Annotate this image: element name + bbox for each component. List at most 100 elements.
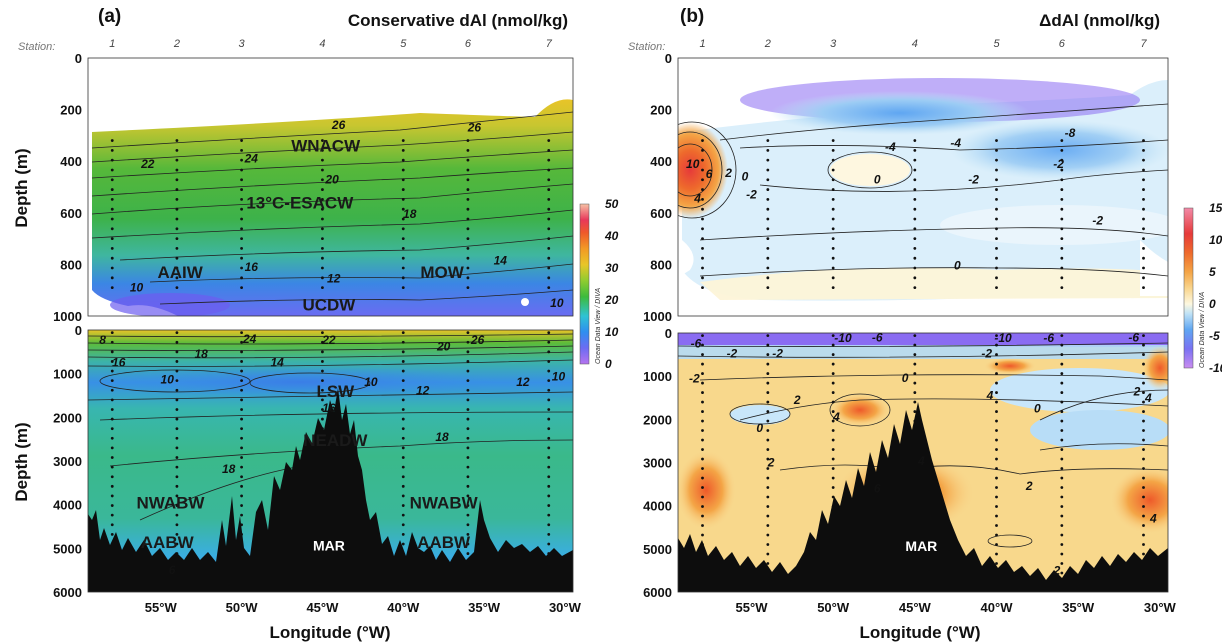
sample-dot [401,331,405,335]
sample-dot [110,331,114,335]
colorbar-tick-label: 30 [605,261,619,275]
contour-label: 4 [693,192,701,206]
contour-label: 22 [321,333,336,347]
sample-dot [1142,247,1145,250]
sample-dot [1142,476,1145,480]
sample-dot [321,360,324,363]
contour-label: 16 [322,401,336,415]
sample-dot [547,256,551,260]
sample-dot [321,276,324,280]
sample-dot [701,237,704,241]
sample-dot [1060,381,1064,385]
sample-dot [240,217,243,221]
sample-dot [240,266,243,270]
station-number: 7 [1140,38,1147,50]
sample-dot [913,400,917,404]
sample-dot [1060,372,1064,375]
contour-label: 2 [1053,563,1061,577]
contour-label: -6 [872,330,883,344]
bathymetry-b [678,402,1168,592]
contour-label: 2 [767,456,775,470]
sample-dot [547,417,551,421]
sample-dot [175,217,179,221]
sample-dot [466,523,470,527]
sample-dot [995,372,998,375]
sample-dot [766,438,770,442]
sample-dot [321,148,324,152]
sample-dot [547,475,551,479]
sample-dot [110,456,114,459]
contour-label: -6 [691,336,702,350]
sample-dot [701,197,704,201]
sample-dot [321,286,324,290]
sample-dot [401,475,405,479]
frame-b-upper [677,57,1169,317]
sample-dot [995,448,998,451]
sample-dot [995,505,998,508]
sample-dot [110,436,114,440]
sample-dot [1142,514,1145,518]
sample-dot [240,350,243,354]
sample-dot [175,256,179,260]
colorbar-b [1183,207,1194,369]
sample-dot [995,227,998,231]
sample-dot [1142,448,1145,451]
station-number: 1 [699,38,705,50]
sample-dot [701,286,704,290]
contour-label: 12 [327,272,341,286]
sample-dot [766,533,770,537]
sample-dot [110,379,114,383]
sample-dot [913,381,917,385]
x-tick-label: 55°W [145,600,178,615]
contour-label: 26 [470,333,485,347]
x-tick-label: 35°W [1062,600,1095,615]
sample-dot [1060,247,1064,250]
sample-dot [401,227,405,231]
sample-dot [1060,562,1064,565]
sample-dot [701,410,704,413]
contour-label: 2 [1025,479,1033,493]
sample-dot [466,256,470,260]
sample-dot [701,457,704,461]
sample-dot [766,381,770,385]
contour-label: 18 [194,347,208,361]
contour-label: 4 [986,389,994,403]
sample-dot [466,340,470,344]
sample-dot [701,467,704,470]
sample-dot [831,362,835,366]
sample-dot [701,256,704,260]
sample-dot [1142,419,1145,423]
sample-dot [831,343,835,347]
sample-dot [401,178,405,182]
sample-dot [175,197,179,201]
y-tick-label-lower: 5000 [643,542,672,557]
sample-dot [321,158,324,162]
y-tick-label-lower: 1000 [53,367,82,382]
sample-dot [321,178,324,182]
sample-dot [1142,533,1145,537]
sample-dot [321,331,324,335]
sample-dot [766,448,770,451]
sample-dot [466,148,470,152]
sample-dot [1142,188,1145,191]
sample-dot [1060,188,1064,191]
sample-dot [110,207,114,211]
sample-dot [240,237,243,241]
sample-dot [175,237,179,241]
sample-dot [701,514,704,518]
sample-dot [547,446,551,450]
sample-dot [175,360,179,363]
station-number: 5 [400,38,407,50]
sample-dot [995,533,998,537]
sample-dot [175,350,179,354]
sample-dot [913,227,917,231]
sample-dot [175,388,179,392]
sample-dot [831,334,835,337]
sample-dot [1142,217,1145,221]
contour-label: 22 [140,157,155,171]
sample-dot [1060,276,1064,280]
panel-b-title: ΔdAl (nmol/kg) [1039,11,1160,30]
sample-dot [1060,457,1064,461]
sample-dot [831,372,835,375]
sample-dot [466,388,470,392]
